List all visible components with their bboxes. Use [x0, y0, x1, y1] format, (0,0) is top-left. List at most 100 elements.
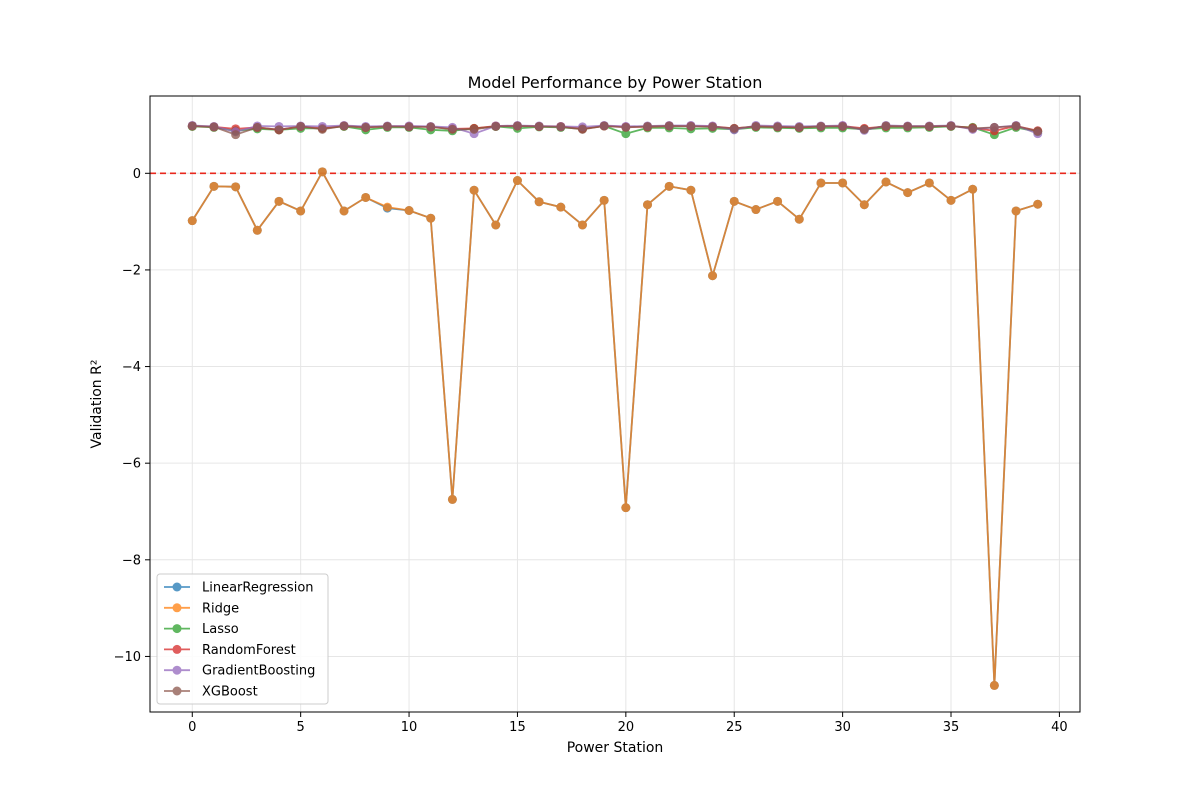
- data-point: [361, 122, 371, 132]
- y-tick-label: 0: [133, 167, 141, 182]
- data-point: [794, 122, 804, 132]
- data-point: [252, 122, 262, 132]
- series-line: [192, 125, 1038, 136]
- series-ridge: [187, 167, 1043, 690]
- data-point: [838, 121, 848, 131]
- data-point: [469, 185, 479, 195]
- series-line: [191, 170, 1038, 686]
- data-point: [556, 202, 566, 212]
- data-point: [231, 130, 241, 140]
- x-tick-label: 20: [618, 720, 635, 735]
- data-point: [361, 192, 371, 202]
- legend-label: XGBoost: [202, 685, 258, 700]
- data-point: [946, 195, 956, 205]
- data-point: [751, 121, 761, 131]
- y-tick-label: −6: [122, 457, 141, 472]
- data-point: [708, 271, 718, 281]
- x-tick-label: 30: [834, 720, 851, 735]
- data-point: [1011, 206, 1021, 216]
- data-point: [794, 214, 804, 224]
- data-point: [577, 124, 587, 134]
- y-tick-label: −10: [114, 650, 141, 665]
- data-point: [924, 178, 934, 188]
- data-point: [773, 122, 783, 132]
- data-point: [339, 206, 349, 216]
- legend-item: [164, 582, 190, 592]
- plot-frame: [149, 95, 1081, 713]
- data-point: [1033, 199, 1043, 209]
- data-point: [859, 200, 869, 210]
- data-point: [751, 205, 761, 215]
- legend-label: RandomForest: [202, 643, 296, 658]
- x-tick-label: 10: [401, 720, 418, 735]
- x-tick-label: 25: [726, 720, 743, 735]
- x-tick-label: 15: [509, 720, 526, 735]
- data-point: [643, 200, 653, 210]
- data-point: [534, 197, 544, 207]
- data-point: [643, 121, 653, 131]
- data-point: [187, 121, 197, 131]
- legend-item: [164, 603, 190, 613]
- data-point: [989, 122, 999, 132]
- legend-marker: [172, 644, 182, 654]
- data-point: [382, 202, 392, 212]
- data-point: [621, 503, 631, 513]
- data-point: [317, 124, 327, 134]
- x-tick-label: 0: [188, 720, 196, 735]
- data-point: [924, 121, 934, 131]
- data-point: [491, 121, 501, 131]
- data-point: [296, 206, 306, 216]
- data-point: [968, 123, 978, 133]
- data-point: [534, 121, 544, 131]
- data-point: [209, 181, 219, 191]
- y-tick-label: −2: [122, 263, 141, 278]
- data-point: [859, 124, 869, 134]
- legend-marker: [172, 624, 182, 634]
- data-point: [252, 225, 262, 235]
- data-point: [469, 124, 479, 134]
- data-point: [708, 122, 718, 132]
- data-point: [989, 680, 999, 690]
- legend-item: [164, 624, 190, 634]
- data-point: [404, 206, 414, 216]
- series-layer: [187, 120, 1043, 690]
- legend-label: LinearRegression: [202, 581, 314, 596]
- data-point: [577, 220, 587, 230]
- x-axis-label: Power Station: [567, 740, 664, 756]
- data-point: [621, 129, 631, 139]
- legend-item: [164, 665, 190, 675]
- data-point: [512, 121, 522, 131]
- data-point: [946, 121, 956, 131]
- x-tick-label: 40: [1051, 720, 1068, 735]
- data-point: [968, 184, 978, 194]
- legend-label: GradientBoosting: [202, 664, 315, 679]
- series-xgboost: [187, 121, 1043, 140]
- x-tick-label: 35: [943, 720, 960, 735]
- data-point: [209, 122, 219, 132]
- y-axis-label: Validation R²: [89, 360, 105, 449]
- legend-item: [164, 644, 190, 654]
- legend-marker: [172, 686, 182, 696]
- data-point: [838, 178, 848, 188]
- data-point: [274, 196, 284, 206]
- data-point: [426, 122, 436, 132]
- data-point: [491, 220, 501, 230]
- data-point: [621, 122, 631, 132]
- data-point: [274, 125, 284, 135]
- data-point: [816, 121, 826, 131]
- data-point: [512, 176, 522, 186]
- data-point: [686, 121, 696, 131]
- data-point: [231, 182, 241, 192]
- data-point: [1011, 121, 1021, 131]
- data-point: [903, 121, 913, 131]
- x-tick-label: 5: [297, 720, 305, 735]
- data-point: [447, 494, 457, 504]
- data-point: [339, 121, 349, 131]
- data-point: [447, 124, 457, 134]
- chart-title: Model Performance by Power Station: [468, 73, 763, 92]
- data-point: [729, 123, 739, 133]
- legend-box: [156, 573, 329, 705]
- data-point: [729, 196, 739, 206]
- data-point: [664, 181, 674, 191]
- ticks-layer: 0 5 10 15 20 25 30 35 40 −10 −8 −6 −4 −2 0: [114, 167, 1068, 735]
